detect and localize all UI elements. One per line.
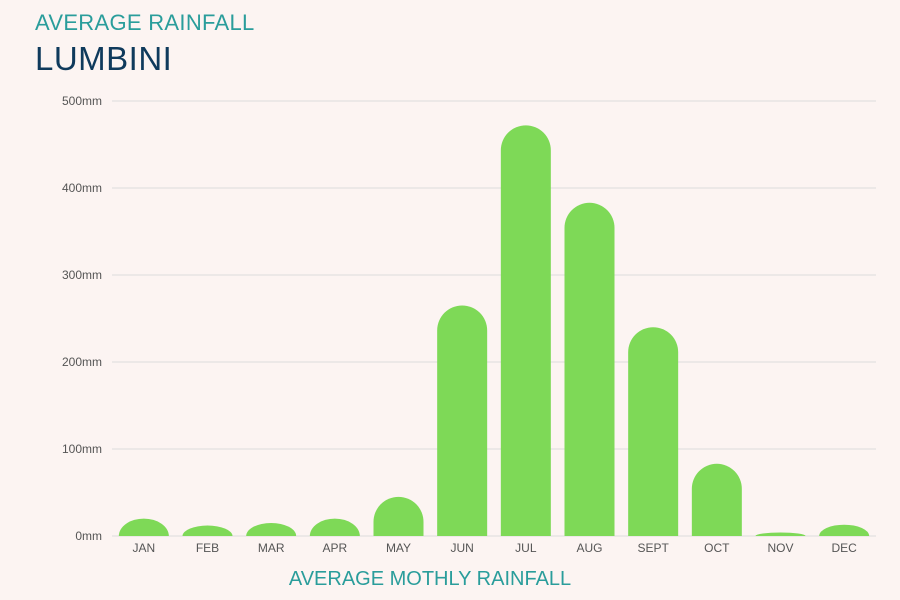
chart-subtitle: AVERAGE RAINFALL [35, 10, 255, 35]
bar-nov [755, 532, 806, 536]
x-tick-label: APR [322, 541, 347, 555]
bar-may [373, 496, 424, 536]
bars [118, 125, 870, 537]
x-axis-categories: JAN FEB MAR APR MAY JUN JUL AUG SEPT OCT NOV DEC [132, 541, 857, 555]
bar-feb [182, 525, 233, 536]
y-tick-label: 100mm [62, 442, 102, 456]
y-axis-ticks: 0mm 100mm 200mm 300mm 400mm 500mm [62, 94, 102, 543]
x-tick-label: NOV [767, 541, 793, 555]
x-tick-label: JAN [132, 541, 155, 555]
x-tick-label: MAR [258, 541, 285, 555]
y-tick-label: 400mm [62, 181, 102, 195]
x-tick-label: JUL [515, 541, 537, 555]
bar-oct [691, 463, 742, 536]
y-tick-label: 200mm [62, 355, 102, 369]
x-tick-label: SEPT [637, 541, 669, 555]
bar-jan [118, 518, 169, 536]
x-tick-label: DEC [831, 541, 857, 555]
x-tick-label: FEB [196, 541, 219, 555]
y-tick-label: 0mm [75, 529, 102, 543]
x-tick-label: AUG [576, 541, 602, 555]
bar-sept [628, 327, 679, 536]
x-axis-label: AVERAGE MOTHLY RAINFALL [288, 568, 572, 590]
y-tick-label: 300mm [62, 268, 102, 282]
bar-mar [246, 522, 297, 536]
bar-jun [437, 305, 488, 536]
bar-apr [309, 518, 360, 536]
x-tick-label: MAY [386, 541, 411, 555]
bar-dec [819, 524, 870, 536]
bar-aug [564, 202, 615, 537]
x-tick-label: JUN [450, 541, 473, 555]
x-tick-label: OCT [704, 541, 730, 555]
grid-lines [112, 100, 876, 537]
chart-title: LUMBINI [35, 40, 173, 77]
bar-jul [500, 125, 551, 537]
y-tick-label: 500mm [62, 94, 102, 108]
